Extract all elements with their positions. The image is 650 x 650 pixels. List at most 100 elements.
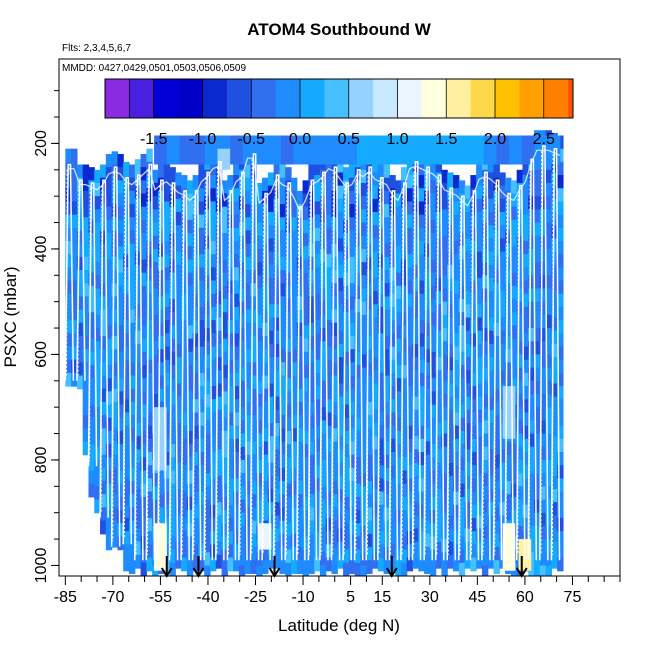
heat-cell (343, 312, 350, 327)
heat-cell (198, 161, 205, 176)
heat-cell (302, 272, 309, 287)
flights-note: Flts: 2,3,4,5,6,7 (62, 43, 131, 54)
heat-cell (476, 383, 483, 398)
heat-cell (551, 251, 558, 266)
heat-cell (534, 275, 541, 290)
heat-cell (302, 523, 309, 538)
heat-cell (227, 306, 234, 321)
heat-cell (100, 467, 107, 482)
heat-cell (209, 175, 217, 189)
heat-cell (250, 454, 257, 469)
heat-cell (389, 280, 396, 295)
heat-cell (227, 359, 234, 374)
heat-cell (360, 473, 367, 487)
heat-cell (140, 351, 147, 366)
heat-cell (221, 219, 228, 234)
heat-cell (487, 396, 495, 411)
heat-cell (308, 388, 315, 403)
heat-cell (551, 475, 558, 490)
heat-cell (88, 338, 95, 353)
heat-cell (557, 438, 564, 453)
heat-cell (377, 372, 385, 387)
profile-dotted-line (123, 182, 126, 540)
heat-cell (377, 267, 385, 282)
heat-cell (291, 217, 298, 232)
heat-cell (105, 470, 113, 485)
heat-cell (181, 333, 188, 348)
heat-cell (262, 270, 269, 284)
heat-cell (279, 441, 286, 456)
heat-cell (435, 383, 443, 398)
heat-cell (325, 280, 333, 295)
heat-cell (505, 349, 512, 363)
heat-cell (389, 544, 396, 559)
heat-cell (360, 248, 367, 263)
heat-cell (238, 499, 246, 514)
heat-cell (82, 375, 90, 390)
heat-cell (372, 528, 379, 543)
heat-highlight-cell (502, 386, 516, 439)
heat-cell (140, 444, 147, 458)
heat-cell (435, 462, 443, 477)
heat-cell (128, 533, 136, 548)
heat-cell (308, 335, 315, 350)
heat-cell (424, 309, 431, 324)
heat-cell (152, 499, 159, 514)
profile-dotted-line (436, 180, 438, 555)
heat-cell (134, 383, 142, 398)
heat-cell (244, 335, 252, 350)
heat-cell (233, 214, 240, 229)
heat-cell (418, 544, 425, 559)
heat-cell (366, 322, 373, 337)
heat-cell (325, 491, 333, 506)
heat-cell (470, 438, 477, 453)
heat-cell (308, 481, 315, 495)
heat-cell (65, 372, 72, 387)
heat-cell (238, 354, 246, 369)
heat-cell (250, 322, 257, 337)
heat-cell (331, 520, 338, 535)
heat-cell (94, 486, 101, 501)
heat-cell (215, 502, 223, 516)
heat-cell (175, 370, 182, 385)
heat-cell (181, 504, 188, 519)
heat-cell (360, 301, 367, 316)
heat-cell (447, 277, 454, 292)
heat-cell (354, 312, 362, 327)
heat-cell (285, 272, 292, 287)
y-axis-label: PSXC (mbar) (1, 266, 20, 367)
heat-cell (539, 499, 547, 514)
heat-cell (221, 272, 228, 287)
heat-cell (499, 251, 506, 266)
heat-cell (389, 306, 396, 321)
heat-cell (395, 549, 402, 564)
heat-cell (123, 161, 130, 176)
heat-cell (510, 259, 518, 274)
heat-cell (152, 222, 159, 237)
heat-cell (169, 338, 176, 353)
heat-cell (314, 280, 321, 295)
heat-cell (140, 391, 147, 406)
heat-cell (291, 520, 298, 535)
profile-dotted-line (100, 185, 103, 513)
heat-cell (557, 280, 564, 295)
heat-cell (117, 299, 124, 313)
heat-cell (291, 560, 298, 574)
heat-cell (319, 314, 327, 329)
heat-cell (302, 351, 309, 366)
heat-cell (545, 499, 552, 514)
heat-cell (291, 428, 298, 443)
heat-cell (308, 243, 315, 258)
heat-cell (181, 320, 188, 334)
heat-cell (105, 206, 113, 221)
heat-cell (516, 367, 524, 382)
heat-cell (539, 473, 547, 487)
heat-cell (279, 164, 286, 179)
heat-cell (157, 243, 165, 258)
heat-cell (348, 349, 356, 363)
heat-cell (418, 438, 425, 453)
heat-cell (395, 562, 402, 576)
heat-cell (441, 367, 448, 382)
heat-cell (319, 459, 327, 474)
heat-cell (198, 425, 205, 440)
